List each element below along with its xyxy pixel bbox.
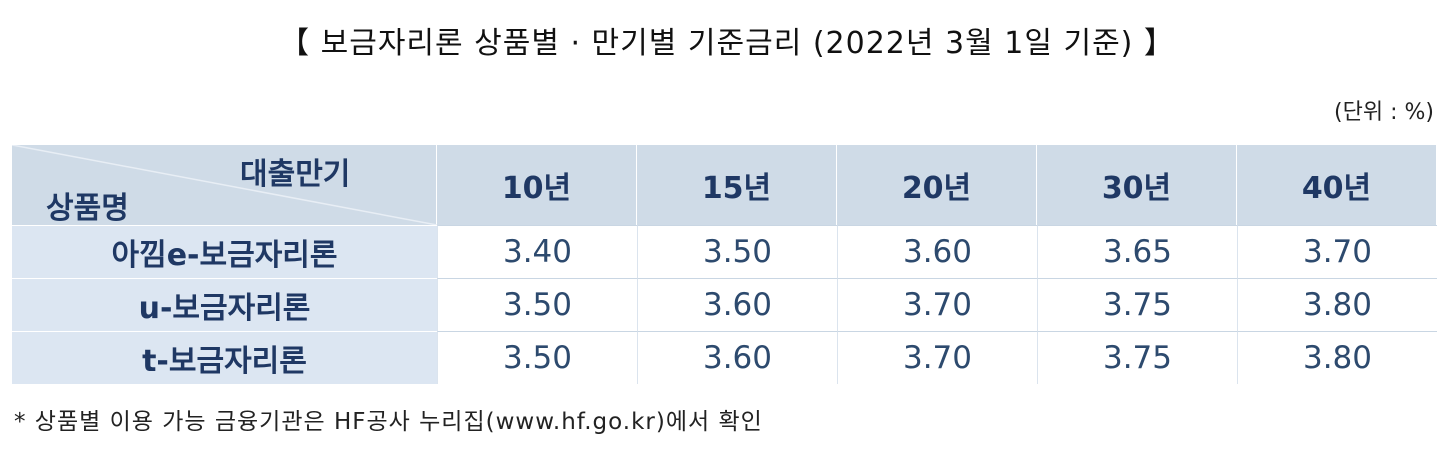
- row-label: 아낌e-보금자리론: [12, 225, 437, 278]
- rate-cell: 3.70: [1237, 225, 1437, 278]
- rate-cell: 3.70: [837, 331, 1037, 384]
- rate-cell: 3.75: [1037, 278, 1237, 331]
- column-header: 20년: [837, 145, 1037, 225]
- rate-cell: 3.40: [437, 225, 637, 278]
- unit-note: (단위 : %): [1334, 100, 1434, 125]
- title: 【 보금자리론 상품별 · 만기별 기준금리 (2022년 3월 1일 기준) …: [279, 26, 1175, 61]
- column-header: 40년: [1237, 145, 1437, 225]
- rate-cell: 3.75: [1037, 331, 1237, 384]
- rate-cell: 3.80: [1237, 278, 1437, 331]
- rate-cell: 3.65: [1037, 225, 1237, 278]
- column-header: 30년: [1037, 145, 1237, 225]
- column-header: 10년: [437, 145, 637, 225]
- footnote: * 상품별 이용 가능 금융기관은 HF공사 누리집(www.hf.go.kr)…: [14, 409, 763, 435]
- rate-cell: 3.60: [637, 278, 837, 331]
- rate-table: 대출만기 상품명 10년 15년 20년 30년 40년 아낌e-보금자리론 3.40 3.50 3…: [12, 145, 1437, 384]
- rate-cell: 3.70: [837, 278, 1037, 331]
- rate-cell: 3.60: [637, 331, 837, 384]
- diagonal: [12, 145, 437, 225]
- rate-cell: 3.50: [437, 331, 637, 384]
- rate-cell: 3.80: [1237, 331, 1437, 384]
- column-header: 15년: [637, 145, 837, 225]
- row-label: u-보금자리론: [12, 278, 437, 331]
- rate-cell: 3.50: [637, 225, 837, 278]
- corner-bottom-label: 상품명: [46, 191, 129, 226]
- corner-top-label: 대출만기: [240, 157, 351, 192]
- row-label: t-보금자리론: [12, 331, 437, 384]
- rate-cell: 3.60: [837, 225, 1037, 278]
- rate-cell: 3.50: [437, 278, 637, 331]
